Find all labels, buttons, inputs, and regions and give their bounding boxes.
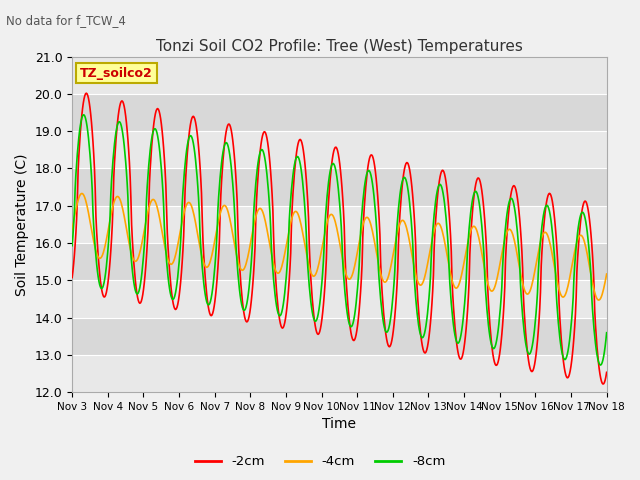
Bar [72, 131, 607, 168]
Bar [72, 94, 607, 131]
Bar [72, 57, 607, 94]
Title: Tonzi Soil CO2 Profile: Tree (West) Temperatures: Tonzi Soil CO2 Profile: Tree (West) Temp… [156, 39, 523, 54]
X-axis label: Time: Time [323, 418, 356, 432]
Text: TZ_soilco2: TZ_soilco2 [80, 67, 153, 80]
Bar [72, 280, 607, 318]
Y-axis label: Soil Temperature (C): Soil Temperature (C) [15, 153, 29, 296]
Bar [72, 206, 607, 243]
Bar [72, 168, 607, 206]
Text: No data for f_TCW_4: No data for f_TCW_4 [6, 14, 126, 27]
Legend: -2cm, -4cm, -8cm: -2cm, -4cm, -8cm [189, 450, 451, 473]
Bar [72, 318, 607, 355]
Bar [72, 243, 607, 280]
Bar [72, 355, 607, 392]
